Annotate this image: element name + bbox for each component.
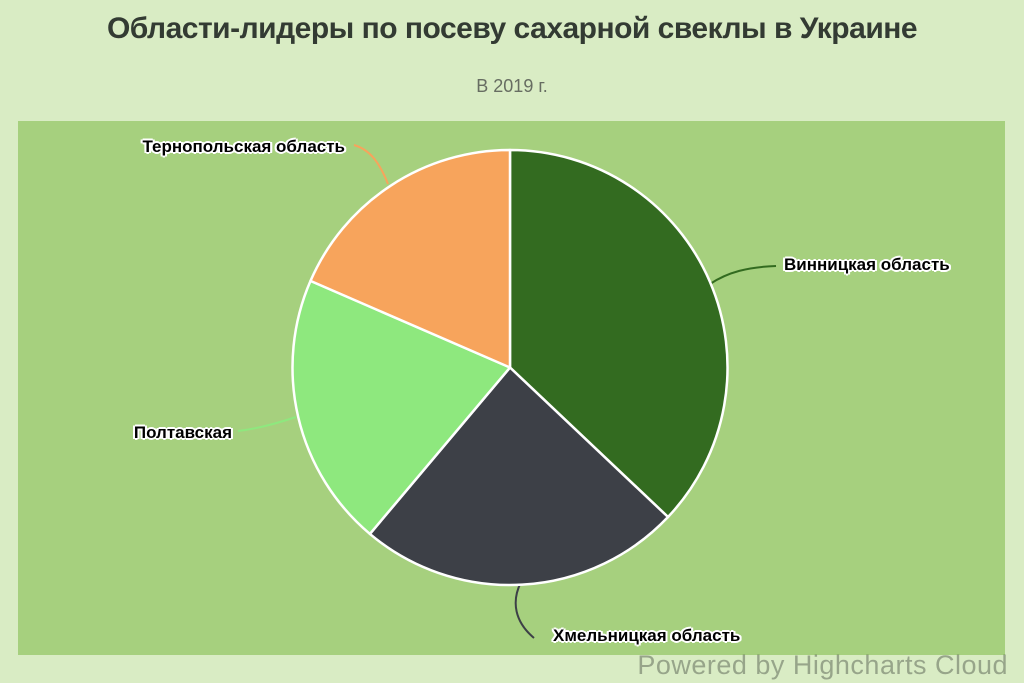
connector-vinnytsia [709, 265, 777, 285]
connector-khmelnytskyi [514, 581, 535, 639]
highcharts-cloud-credit[interactable]: Powered by Highcharts Cloud [637, 650, 1008, 680]
chart-subtitle: В 2019 г. [476, 76, 548, 96]
pie-slice-1[interactable] [368, 366, 670, 587]
connector-poltava [237, 416, 297, 432]
slice-label-vinnytsia: Винницкая область [784, 255, 950, 274]
slice-label-ternopil: Тернопольская область [142, 137, 345, 156]
slice-label-khmelnytskyi: Хмельницкая область [553, 626, 741, 645]
pie-slice-0[interactable] [508, 148, 729, 519]
connector-ternopil [353, 144, 389, 185]
chart-title: Области-лидеры по посеву сахарной свеклы… [106, 12, 918, 45]
pie-slice-3[interactable] [309, 148, 512, 369]
slice-label-poltava: Полтавская [133, 423, 232, 442]
